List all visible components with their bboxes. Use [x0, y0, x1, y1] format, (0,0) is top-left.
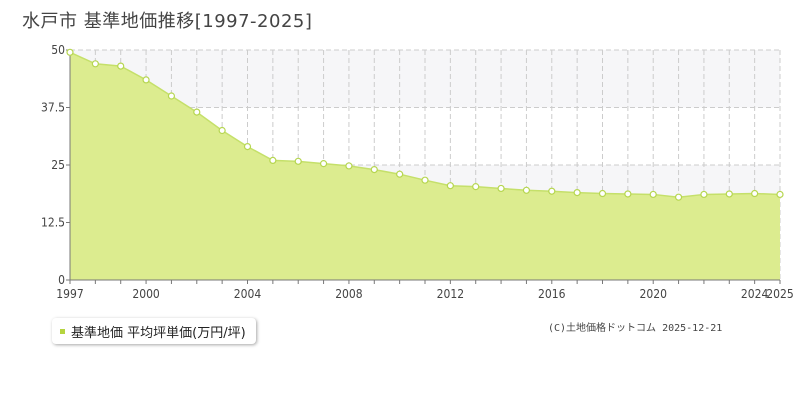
x-tick-label: 2024: [741, 287, 769, 301]
chart-title: 水戸市 基準地価推移[1997-2025]: [22, 11, 313, 32]
x-tick-label: 2004: [234, 287, 262, 301]
x-tick-label: 2020: [639, 287, 667, 301]
data-point: [446, 182, 454, 190]
data-point: [167, 92, 176, 100]
data-point: [497, 184, 505, 193]
y-tick-label: 37.5: [41, 101, 65, 115]
x-tick-label: 2012: [437, 287, 464, 301]
x-tick-label: 1997: [56, 287, 83, 301]
data-point: [674, 193, 683, 201]
data-point: [598, 189, 607, 198]
data-point: [142, 76, 150, 84]
data-point: [472, 183, 480, 191]
data-point: [548, 187, 556, 195]
data-point: [649, 190, 657, 199]
data-point: [91, 60, 99, 68]
data-point: [269, 156, 277, 164]
data-point: [319, 160, 328, 168]
data-point: [700, 190, 708, 199]
area-fill: [70, 52, 780, 280]
data-point: [66, 48, 74, 56]
data-point: [421, 176, 429, 184]
data-point: [751, 189, 759, 198]
data-point: [345, 162, 353, 170]
y-tick-label: 50: [51, 43, 65, 57]
data-point: [243, 143, 252, 151]
data-point: [218, 126, 226, 135]
y-tick-label: 0: [58, 273, 65, 287]
data-point: [193, 108, 201, 116]
axes: [66, 49, 781, 284]
data-point: [522, 186, 531, 194]
credit-text: (C)土地価格ドットコム 2025-12-21: [548, 323, 723, 334]
data-point: [624, 190, 632, 198]
legend: 基準地価 平均坪単価(万円/坪): [52, 318, 256, 344]
y-tick-label: 12.5: [41, 216, 65, 230]
legend-swatch: [60, 328, 65, 334]
x-tick-label: 2016: [538, 287, 566, 301]
data-point: [725, 190, 733, 198]
x-tick-label: 2025: [766, 287, 793, 301]
data-point: [776, 190, 784, 199]
tick-labels: 0 12.5 25 37.5 50 1997 2000 2004 2008 2012 2016 202…: [41, 43, 794, 301]
legend-label: 基準地価 平均坪単価(万円/坪): [71, 325, 246, 341]
data-point: [396, 170, 404, 178]
y-tick-label: 25: [51, 158, 65, 172]
data-point: [370, 166, 378, 174]
data-points: [66, 48, 784, 201]
data-point: [294, 157, 302, 165]
data-point: [573, 189, 581, 197]
x-tick-label: 2008: [335, 287, 363, 301]
x-tick-label: 2000: [132, 287, 160, 301]
data-point: [117, 62, 125, 70]
